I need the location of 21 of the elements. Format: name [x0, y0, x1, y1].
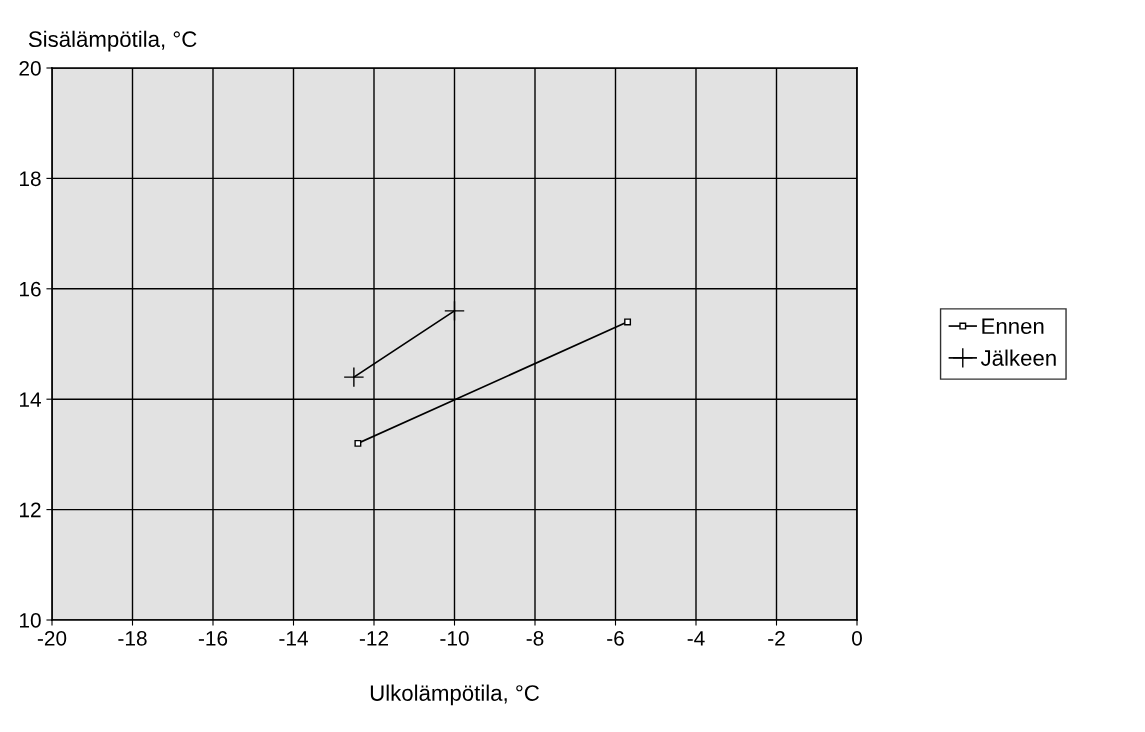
- x-tick-label: -16: [198, 630, 228, 646]
- legend-label: Jälkeen: [980, 349, 1056, 366]
- y-tick-label: 12: [20, 502, 41, 518]
- x-tick-label: -14: [279, 631, 308, 646]
- y-tick-label: 16: [20, 281, 41, 297]
- x-tick-label: -8: [526, 630, 544, 646]
- x-tick-label: -12: [359, 630, 389, 646]
- y-tick-label: 20: [19, 61, 41, 76]
- x-tick-label: -10: [440, 630, 469, 646]
- x-tick-label: -2: [768, 630, 785, 646]
- y-tick-label: 18: [20, 171, 41, 187]
- x-axis-title: Ulkolämpötila, °C: [370, 684, 539, 706]
- x-tick-label: -4: [687, 631, 705, 646]
- legend-label: Ennen: [982, 318, 1044, 335]
- x-tick-label: -18: [118, 630, 147, 646]
- y-axis-title: Sisälämpötila, °C: [28, 30, 197, 52]
- y-tick-label: 10: [20, 613, 41, 628]
- y-tick-label: 14: [20, 392, 41, 407]
- x-tick-label: -20: [37, 630, 67, 646]
- x-tick-label: -6: [607, 630, 624, 646]
- x-tick-label: 0: [852, 630, 862, 646]
